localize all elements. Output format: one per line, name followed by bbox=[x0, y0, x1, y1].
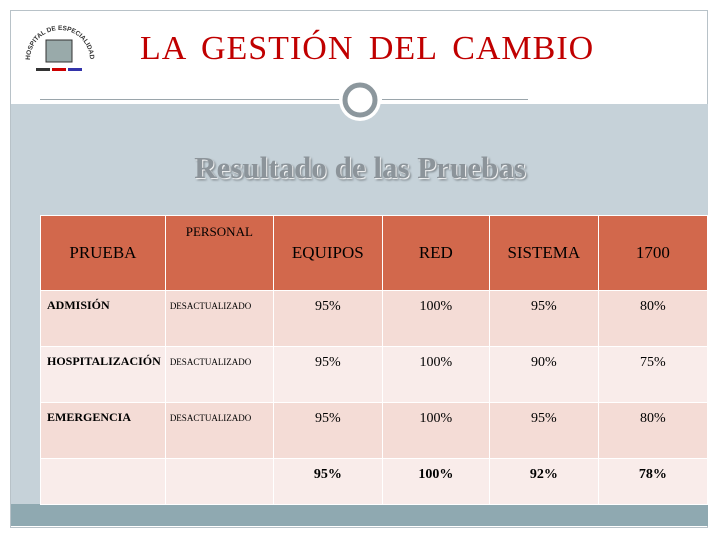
totals-row: 95% 100% 92% 78% bbox=[40, 458, 708, 505]
logo-stripe bbox=[68, 68, 82, 71]
column-header: PERSONAL bbox=[164, 215, 274, 291]
column-header: RED bbox=[381, 215, 490, 291]
results-table: PRUEBA PERSONAL EQUIPOS RED SISTEMA 1700 ADMI… bbox=[40, 215, 708, 505]
rule bbox=[40, 99, 340, 100]
table-row: EMERGENCIA DESACTUALIZADO 95% 100% 95% 80% bbox=[40, 402, 708, 459]
logo-building bbox=[45, 39, 73, 63]
column-header: SISTEMA bbox=[488, 215, 599, 291]
cell: HOSPITALIZACIÓN bbox=[40, 346, 166, 403]
cell: 75% bbox=[597, 346, 708, 403]
total-cell: 95% bbox=[272, 458, 383, 505]
rule bbox=[382, 99, 528, 100]
empty-cell bbox=[40, 458, 166, 505]
cell: 80% bbox=[597, 290, 708, 347]
title: LA GESTIÓN DEL CAMBIO bbox=[140, 30, 595, 67]
ornament-circle bbox=[342, 82, 378, 118]
total-cell: 78% bbox=[597, 458, 708, 505]
total-cell: 100% bbox=[381, 458, 490, 505]
cell: 95% bbox=[488, 402, 599, 459]
cell: 100% bbox=[381, 290, 490, 347]
cell: EMERGENCIA bbox=[40, 402, 166, 459]
cell: 95% bbox=[488, 290, 599, 347]
total-cell: 92% bbox=[488, 458, 599, 505]
empty-cell bbox=[164, 458, 274, 505]
cell: 95% bbox=[272, 346, 383, 403]
cell: 90% bbox=[488, 346, 599, 403]
logo-stripe bbox=[52, 68, 66, 71]
cell: 100% bbox=[381, 346, 490, 403]
cell: DESACTUALIZADO bbox=[164, 290, 274, 347]
cell: ADMISIÓN bbox=[40, 290, 166, 347]
cell: DESACTUALIZADO bbox=[164, 402, 274, 459]
table-body: ADMISIÓN DESACTUALIZADO 95% 100% 95% 80% HOSPI… bbox=[40, 290, 708, 505]
column-header: 1700 bbox=[597, 215, 708, 291]
column-header: EQUIPOS bbox=[272, 215, 383, 291]
logo-stripe bbox=[36, 68, 50, 71]
cell: 80% bbox=[597, 402, 708, 459]
cell: 95% bbox=[272, 290, 383, 347]
header-row: PRUEBA PERSONAL EQUIPOS RED SISTEMA 1700 bbox=[40, 215, 708, 291]
column-header: PRUEBA bbox=[40, 215, 166, 291]
table-row: ADMISIÓN DESACTUALIZADO 95% 100% 95% 80% bbox=[40, 290, 708, 347]
cell: DESACTUALIZADO bbox=[164, 346, 274, 403]
subtitle: Resultado de las Pruebas bbox=[194, 150, 526, 185]
logo: HOSPITAL DE ESPECIALIDADES FF.AA. N°1 bbox=[16, 10, 95, 71]
cell: 100% bbox=[381, 402, 490, 459]
footer-bar bbox=[11, 504, 708, 526]
ornament bbox=[339, 79, 381, 121]
table-row: HOSPITALIZACIÓN DESACTUALIZADO 95% 100% 90% 7… bbox=[40, 346, 708, 403]
cell: 95% bbox=[272, 402, 383, 459]
